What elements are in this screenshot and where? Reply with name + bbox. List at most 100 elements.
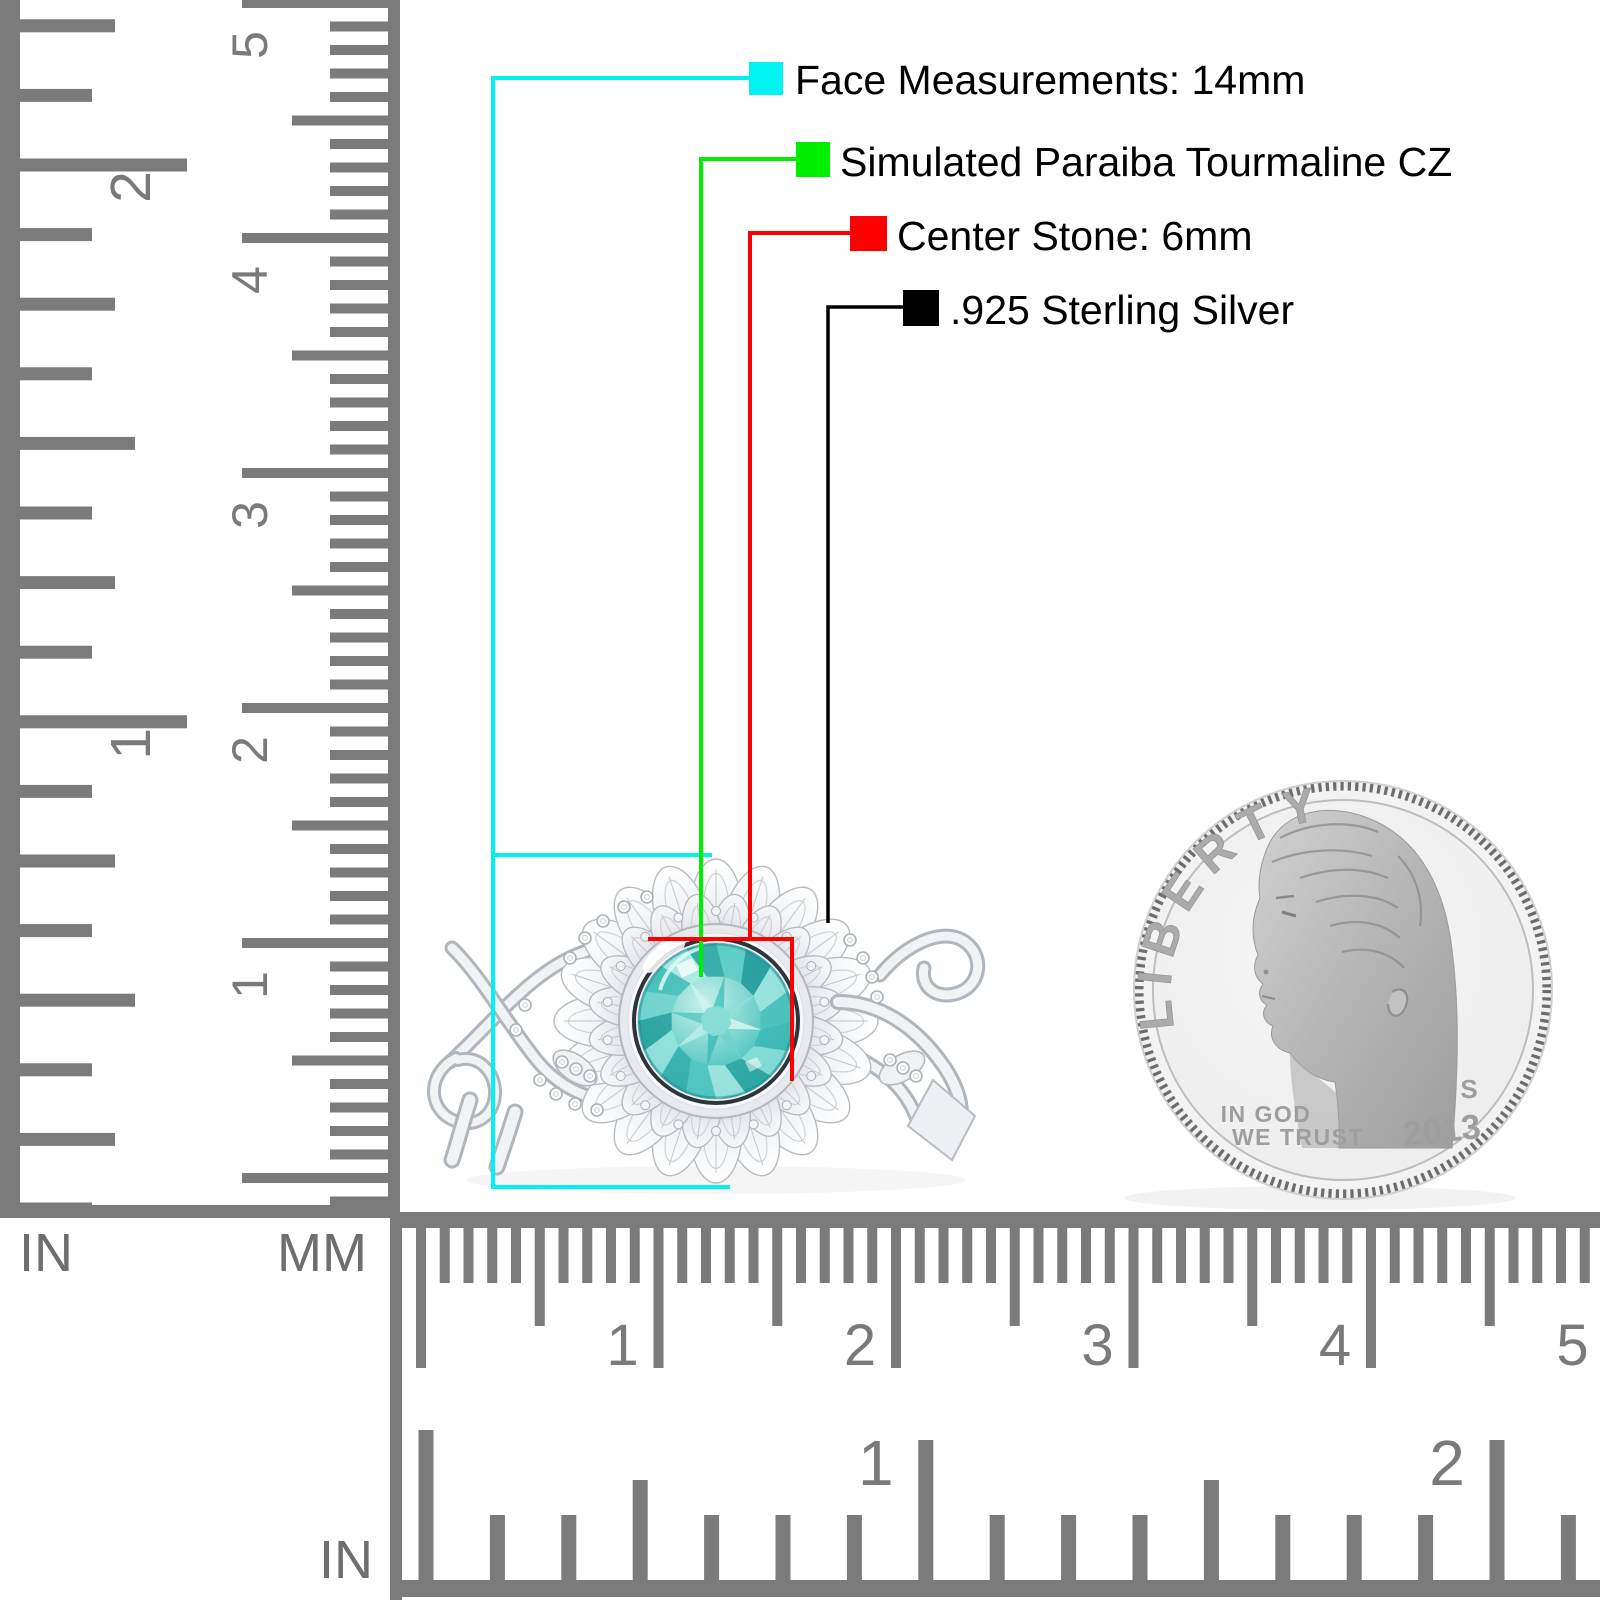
stamen-bead xyxy=(711,1126,721,1136)
coin-motto-line2: WE TRUST xyxy=(1232,1124,1364,1150)
cz-accent xyxy=(883,1053,897,1067)
stamen-bead xyxy=(781,1100,792,1111)
ruler-tick xyxy=(330,562,390,572)
ruler-tick xyxy=(330,961,390,972)
ruler-tick xyxy=(534,1228,545,1326)
ruler-tick xyxy=(330,750,390,760)
cz-facet xyxy=(513,1027,519,1033)
cz-facet xyxy=(887,1057,893,1063)
ruler-tick xyxy=(1176,1228,1186,1283)
ring-photo xyxy=(426,858,986,1194)
ruler-tick xyxy=(20,1132,115,1146)
cz-accent xyxy=(896,1061,910,1075)
callout-line-center-stone xyxy=(648,231,850,1081)
ruler-tick xyxy=(242,703,390,713)
stamen-bead xyxy=(615,961,626,971)
ruler-tick xyxy=(1489,1440,1505,1580)
ruler-tick xyxy=(330,327,390,337)
ruler-number: 1 xyxy=(606,1313,638,1378)
ruler-tick xyxy=(330,397,390,408)
ruler-tick xyxy=(1081,1228,1091,1283)
stone-facet xyxy=(686,1058,716,1099)
cz-accent xyxy=(843,933,857,947)
ruler-tick xyxy=(330,609,390,619)
stone-facet xyxy=(760,991,794,1030)
ruler-tick xyxy=(330,1008,390,1019)
ruler-tick xyxy=(330,656,390,666)
stamen-bead xyxy=(673,1119,684,1130)
stamen-bead xyxy=(748,1119,759,1130)
ruler-tick xyxy=(1104,1228,1115,1283)
ruler-tick xyxy=(330,538,390,549)
ruler-tick xyxy=(292,585,390,596)
ruler-tick xyxy=(989,1515,1005,1580)
ruler-tick xyxy=(242,1173,390,1183)
ruler-tick xyxy=(632,1480,648,1580)
ruler-tick xyxy=(867,1228,878,1283)
ruler-tick xyxy=(918,1440,934,1580)
ruler-tick xyxy=(330,21,390,32)
ruler-tick xyxy=(796,1228,806,1283)
ruler-number: 5 xyxy=(222,31,278,59)
ruler-tick xyxy=(582,1228,593,1283)
ruler-number: 2 xyxy=(844,1313,876,1378)
ruler-tick xyxy=(242,0,390,8)
ruler-tick xyxy=(330,726,390,737)
callout-swatch-face-measurements xyxy=(749,62,783,95)
ruler-tick xyxy=(20,506,92,520)
ruler-tick xyxy=(1061,1515,1077,1580)
stone-facet xyxy=(741,1045,789,1077)
ruler-tick xyxy=(20,576,115,590)
stone-facet xyxy=(707,1032,719,1067)
callout-swatch-metal xyxy=(903,290,939,326)
ruler-tick xyxy=(701,1228,711,1283)
stone-facet xyxy=(753,965,789,1012)
ruler-tick xyxy=(846,1515,862,1580)
band-vine-highlight xyxy=(429,1054,499,1128)
ruler-tick xyxy=(330,374,390,384)
stone-table xyxy=(700,1005,732,1037)
ruler-tick xyxy=(330,679,390,690)
stone-facet xyxy=(718,1028,743,1060)
ruler-tick xyxy=(330,844,390,854)
cz-facet xyxy=(572,1101,578,1107)
ruler-tick xyxy=(1057,1228,1068,1283)
ruler-tick xyxy=(1152,1228,1163,1283)
callout-swatch-center-stone xyxy=(850,216,887,251)
ruler-tick xyxy=(487,1228,498,1283)
band-vine-highlight xyxy=(491,1106,521,1173)
ruler-tick xyxy=(558,1228,569,1283)
stone-sparkle xyxy=(745,1057,762,1072)
ruler-tick xyxy=(1247,1228,1258,1326)
stamen-bead xyxy=(806,1071,817,1081)
callout-line-metal xyxy=(826,305,903,923)
cz-accent xyxy=(640,890,654,904)
ruler-tick xyxy=(330,491,390,502)
cz-accent xyxy=(909,1069,923,1083)
ruler-tick xyxy=(748,1228,759,1283)
cz-accent xyxy=(563,951,577,965)
stamen-bead xyxy=(711,906,721,916)
cz-facet xyxy=(594,1107,600,1113)
cz-facet xyxy=(567,955,573,961)
ruler-tick xyxy=(330,797,390,807)
ruler-tick xyxy=(330,68,390,79)
left-mm-unit-label: MM xyxy=(277,1223,367,1283)
ruler-tick xyxy=(418,1430,434,1580)
paraiba-center-stone xyxy=(638,943,794,1099)
ruler-tick xyxy=(20,924,92,938)
ruler-tick xyxy=(1389,1228,1400,1283)
cz-facet xyxy=(573,1066,579,1072)
ruler-tick xyxy=(489,1515,505,1580)
cz-facet xyxy=(537,1077,543,1083)
stone-facet xyxy=(638,991,679,1021)
ruler-tick xyxy=(330,256,390,267)
ruler-tick xyxy=(1413,1228,1424,1283)
stone-facet xyxy=(643,1030,679,1077)
coin-year: 2013 xyxy=(1401,1107,1483,1154)
ruler-tick xyxy=(1342,1228,1353,1283)
callout-label-metal: .925 Sterling Silver xyxy=(950,287,1294,333)
ruler-tick xyxy=(330,92,390,102)
callout-label-face-measurements: Face Measurements: 14mm xyxy=(795,57,1305,103)
ruler-tick xyxy=(1508,1228,1519,1283)
